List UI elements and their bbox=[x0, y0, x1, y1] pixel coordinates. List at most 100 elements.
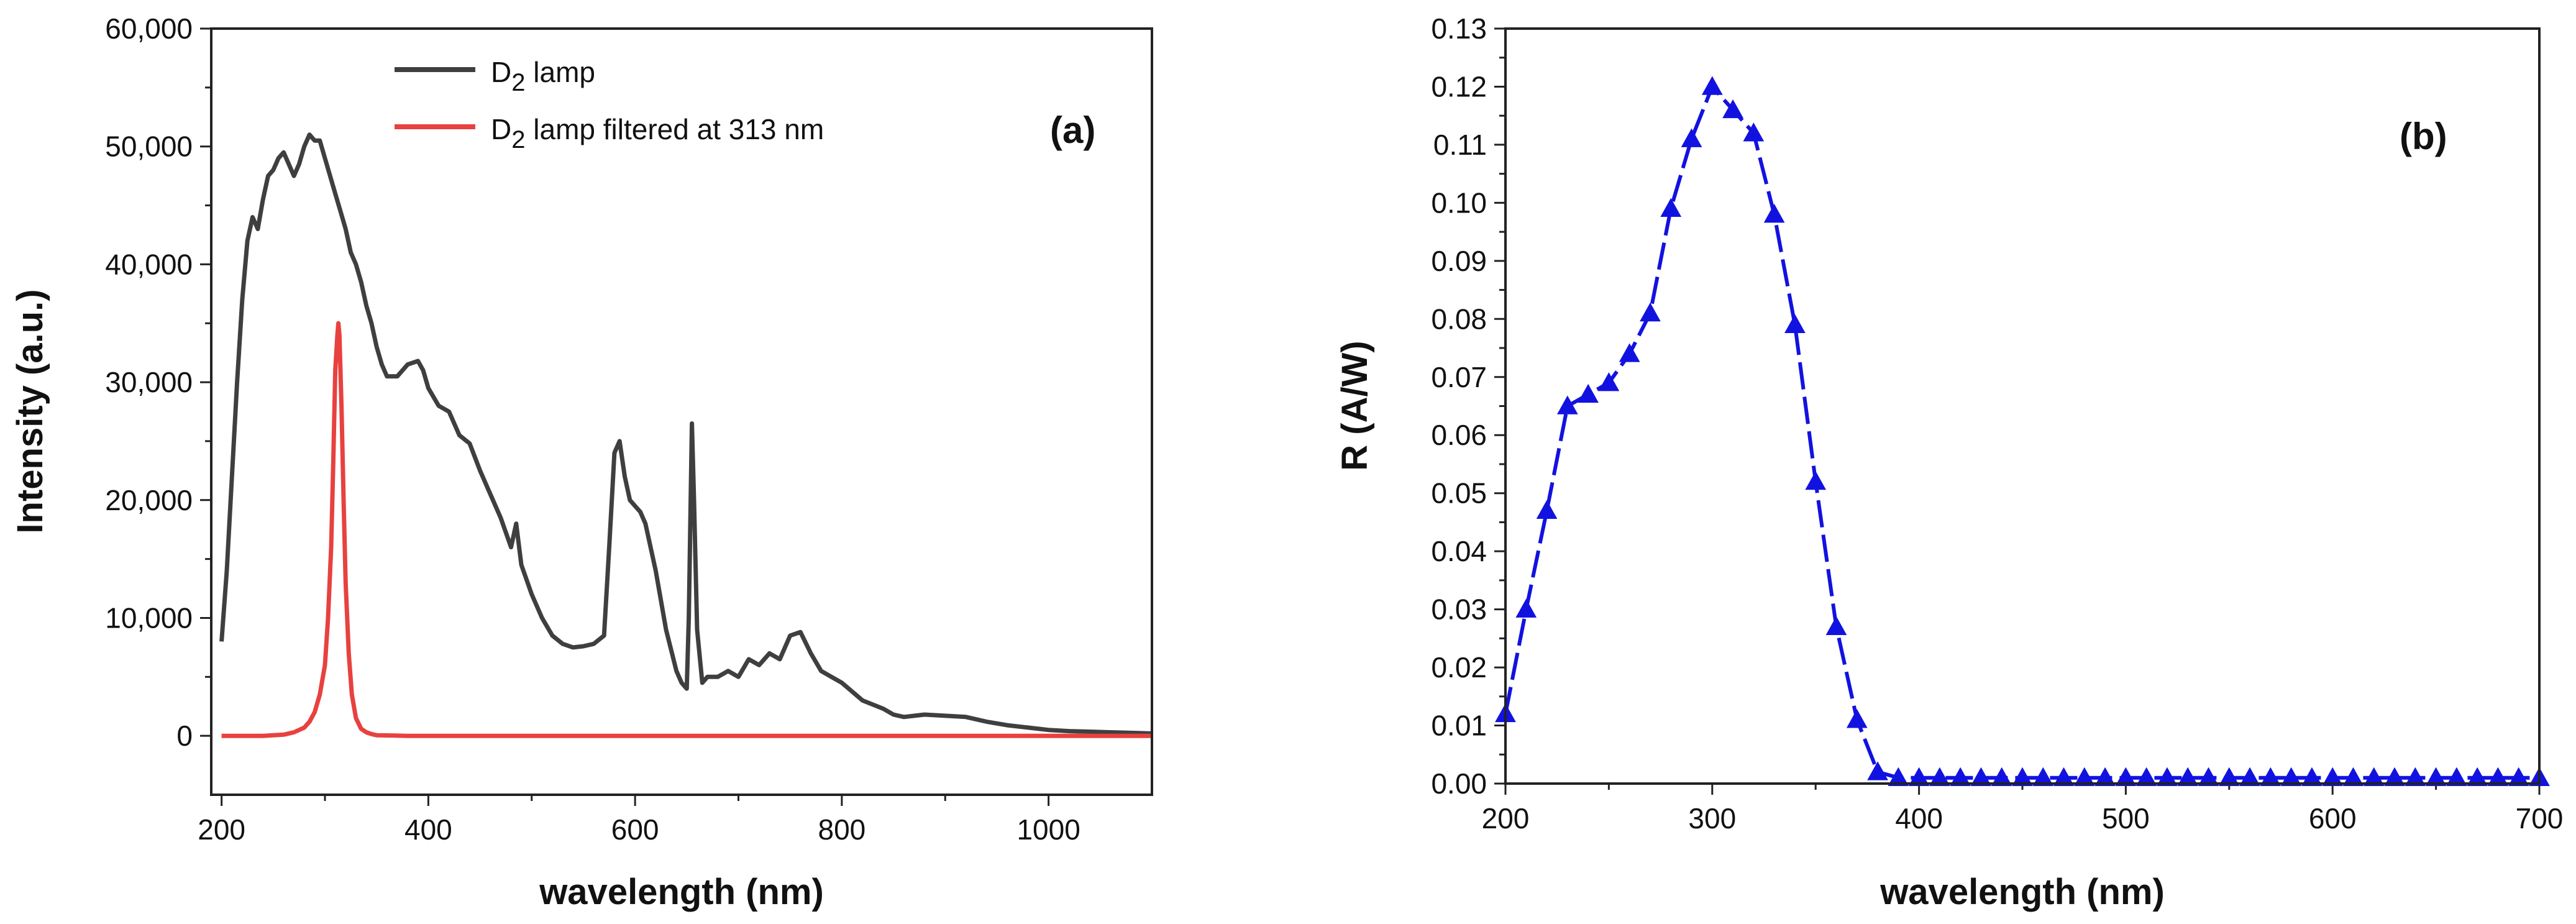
data-point-marker bbox=[2218, 767, 2240, 786]
data-point-marker bbox=[1701, 76, 1723, 95]
y-tick-label: 0.00 bbox=[1431, 767, 1487, 800]
data-point-marker bbox=[1846, 709, 1868, 728]
chart-a-plot-frame bbox=[210, 27, 1153, 796]
data-point-marker bbox=[1640, 302, 1661, 322]
x-tick-label: 300 bbox=[1688, 802, 1736, 835]
data-point-marker bbox=[1556, 395, 1578, 414]
data-point-marker bbox=[1991, 767, 2012, 786]
data-point-marker bbox=[1970, 767, 1992, 786]
y-tick-label: 0.11 bbox=[1433, 129, 1487, 161]
data-point-marker bbox=[2115, 767, 2137, 786]
data-point-marker bbox=[1805, 470, 1827, 490]
data-point-marker bbox=[2177, 767, 2199, 786]
data-point-marker bbox=[2508, 767, 2529, 786]
data-point-marker bbox=[2342, 767, 2364, 786]
data-point-marker bbox=[2239, 767, 2260, 786]
data-point-marker bbox=[1578, 383, 1599, 403]
chart-a-legend: D2 lamp D2 lamp filtered at 313 nm bbox=[395, 56, 824, 153]
x-tick-label: 400 bbox=[1895, 802, 1943, 835]
x-tick-label: 600 bbox=[2309, 802, 2357, 835]
x-tick-label: 200 bbox=[1482, 802, 1530, 835]
y-tick-label: 40,000 bbox=[105, 248, 193, 280]
y-tick-label: 0.09 bbox=[1431, 245, 1487, 277]
data-point-marker bbox=[1598, 372, 1620, 391]
data-point-marker bbox=[2280, 767, 2302, 786]
data-point-marker bbox=[2157, 767, 2178, 786]
chart-a-series bbox=[219, 132, 1153, 738]
data-point-marker bbox=[2322, 767, 2344, 786]
y-tick-label: 0.08 bbox=[1431, 303, 1487, 335]
y-tick-label: 30,000 bbox=[105, 366, 193, 398]
y-tick-label: 10,000 bbox=[105, 602, 193, 634]
y-tick-label: 0.05 bbox=[1431, 477, 1487, 510]
data-point-marker bbox=[1763, 204, 1785, 223]
y-tick-label: 0.10 bbox=[1431, 186, 1487, 219]
data-point-marker bbox=[1888, 767, 1909, 786]
y-tick-label: 0.01 bbox=[1431, 710, 1487, 742]
data-point-marker bbox=[1743, 122, 1765, 142]
data-point-marker bbox=[2073, 767, 2095, 786]
chart-b-series bbox=[1495, 76, 2550, 786]
data-point-marker bbox=[1515, 598, 1537, 618]
data-point-marker bbox=[2425, 767, 2447, 786]
y-tick-label: 0.12 bbox=[1431, 70, 1487, 103]
data-point-marker bbox=[2301, 767, 2323, 786]
y-tick-label: 0.03 bbox=[1431, 593, 1487, 626]
x-tick-label: 200 bbox=[198, 813, 245, 846]
chart-b-plot-frame bbox=[1504, 27, 2541, 785]
x-tick-label: 1000 bbox=[1016, 813, 1080, 846]
data-point-marker bbox=[2094, 767, 2116, 786]
x-tick-label: 700 bbox=[2516, 802, 2564, 835]
series-line-d2-lamp-filtered-at-313-nm bbox=[221, 321, 1152, 738]
data-point-marker bbox=[1929, 767, 1950, 786]
data-point-marker bbox=[2467, 767, 2488, 786]
data-point-marker bbox=[1825, 616, 1847, 635]
chart-a-ylabel: Intensity (a.u.) bbox=[10, 289, 50, 533]
x-tick-label: 400 bbox=[404, 813, 452, 846]
data-point-marker bbox=[1722, 99, 1743, 119]
chart-b-xlabel: wavelength (nm) bbox=[1879, 872, 2165, 912]
data-point-marker bbox=[1536, 500, 1558, 519]
data-point-marker bbox=[2135, 767, 2157, 786]
chart-b-ticks: 200 300 400 500 600 700 0.00 0.01 0.02 0.03 0.04 0.… bbox=[1431, 12, 2563, 835]
y-tick-label: 0.04 bbox=[1431, 535, 1487, 567]
data-point-marker bbox=[1619, 343, 1640, 362]
data-point-marker bbox=[2198, 767, 2219, 786]
chart-a-xlabel: wavelength (nm) bbox=[539, 872, 824, 912]
x-tick-label: 500 bbox=[2102, 802, 2150, 835]
data-point-marker bbox=[1784, 314, 1806, 333]
y-tick-label: 0.02 bbox=[1431, 651, 1487, 684]
chart-b: 200 300 400 500 600 700 0.00 0.01 0.02 0.03 0.04 0.… bbox=[1335, 12, 2563, 912]
chart-a-ticks: 200 400 600 800 1000 0 10,000 20,000 30,000 40,00… bbox=[105, 12, 1080, 846]
y-tick-label: 20,000 bbox=[105, 484, 193, 516]
y-tick-label: 0.06 bbox=[1431, 419, 1487, 451]
data-point-marker bbox=[2032, 767, 2054, 786]
data-point-marker bbox=[2053, 767, 2075, 786]
x-tick-label: 600 bbox=[611, 813, 659, 846]
chart-a: 200 400 600 800 1000 0 10,000 20,000 30,000 40,00… bbox=[10, 12, 1153, 912]
data-point-marker bbox=[2384, 767, 2405, 786]
data-point-marker bbox=[1950, 767, 1971, 786]
chart-b-panel-label: (b) bbox=[2400, 116, 2447, 157]
data-point-marker bbox=[1660, 198, 1682, 217]
y-tick-label: 0.13 bbox=[1431, 12, 1487, 45]
data-point-marker bbox=[2405, 767, 2426, 786]
data-point-marker bbox=[2260, 767, 2281, 786]
legend-label-d2-filtered: D2 lamp filtered at 313 nm bbox=[491, 113, 824, 153]
data-point-marker bbox=[1908, 767, 1930, 786]
y-tick-label: 50,000 bbox=[105, 130, 193, 163]
data-point-marker bbox=[2446, 767, 2467, 786]
chart-b-ylabel: R (A/W) bbox=[1335, 341, 1375, 470]
data-point-marker bbox=[2487, 767, 2509, 786]
x-tick-label: 800 bbox=[818, 813, 866, 846]
data-point-marker bbox=[2012, 767, 2033, 786]
legend-label-d2-lamp: D2 lamp bbox=[491, 56, 595, 96]
data-point-marker bbox=[2363, 767, 2385, 786]
chart-a-panel-label: (a) bbox=[1050, 109, 1095, 151]
data-point-marker bbox=[1867, 761, 1888, 780]
y-tick-label: 0.07 bbox=[1431, 361, 1487, 393]
series-line-d2-lamp bbox=[219, 132, 1153, 736]
data-point-marker bbox=[1681, 128, 1702, 147]
y-tick-label: 0 bbox=[176, 720, 193, 752]
